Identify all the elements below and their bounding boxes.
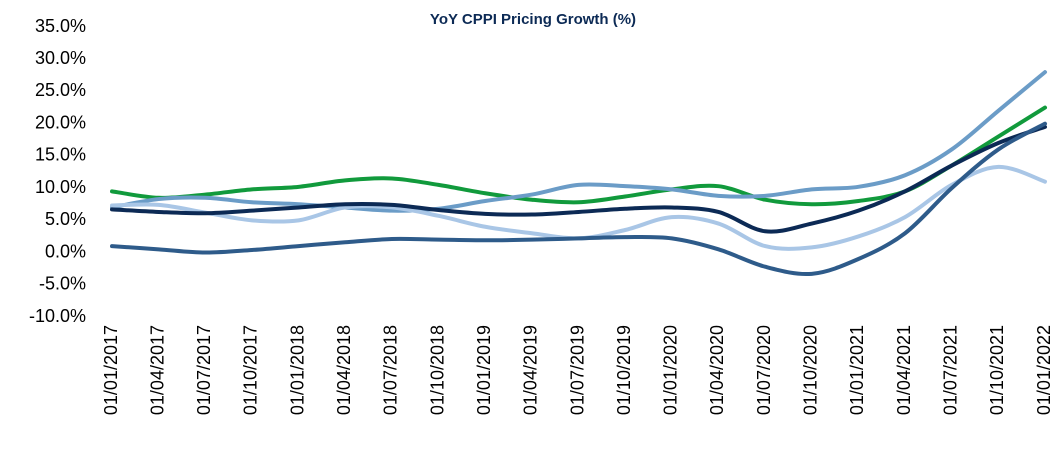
x-tick-label: 01/07/2020 bbox=[754, 325, 774, 415]
line bbox=[110, 70, 1047, 213]
y-tick-label: 15.0% bbox=[35, 145, 86, 165]
chart-title: YoY CPPI Pricing Growth (%) bbox=[430, 11, 636, 28]
x-tick-label: 01/01/2017 bbox=[101, 325, 121, 415]
x-tick-label: 01/10/2020 bbox=[801, 325, 821, 415]
x-tick-label: 01/10/2019 bbox=[614, 325, 634, 415]
line bbox=[110, 121, 1047, 277]
y-tick-label: 5.0% bbox=[45, 209, 86, 229]
x-tick-label: 01/01/2022 bbox=[1034, 325, 1054, 415]
line bbox=[110, 124, 1047, 234]
x-tick-label: 01/07/2018 bbox=[381, 325, 401, 415]
y-tick-label: 20.0% bbox=[35, 112, 86, 132]
x-tick-label: 01/01/2018 bbox=[287, 325, 307, 415]
y-tick-label: 35.0% bbox=[35, 16, 86, 36]
y-tick-label: 30.0% bbox=[35, 48, 86, 68]
x-tick-label: 01/10/2017 bbox=[241, 325, 261, 415]
x-tick-label: 01/07/2019 bbox=[567, 325, 587, 415]
x-tick-label: 01/04/2021 bbox=[894, 325, 914, 415]
x-tick-label: 01/10/2021 bbox=[987, 325, 1007, 415]
x-tick-label: 01/04/2020 bbox=[707, 325, 727, 415]
x-tick-label: 01/01/2019 bbox=[474, 325, 494, 415]
x-tick-label: 01/04/2019 bbox=[521, 325, 541, 415]
y-tick-label: 0.0% bbox=[45, 241, 86, 261]
x-tick-label: 01/01/2020 bbox=[661, 325, 681, 415]
x-tick-label: 01/07/2017 bbox=[194, 325, 214, 415]
x-tick-label: 01/04/2017 bbox=[147, 325, 167, 415]
y-tick-label: -5.0% bbox=[39, 274, 86, 294]
x-tick-label: 01/10/2018 bbox=[427, 325, 447, 415]
y-tick-label: 10.0% bbox=[35, 177, 86, 197]
x-tick-label: 01/04/2018 bbox=[334, 325, 354, 415]
x-tick-label: 01/07/2021 bbox=[940, 325, 960, 415]
y-tick-label: 25.0% bbox=[35, 80, 86, 100]
x-tick-label: 01/01/2021 bbox=[847, 325, 867, 415]
y-tick-label: -10.0% bbox=[29, 306, 86, 326]
